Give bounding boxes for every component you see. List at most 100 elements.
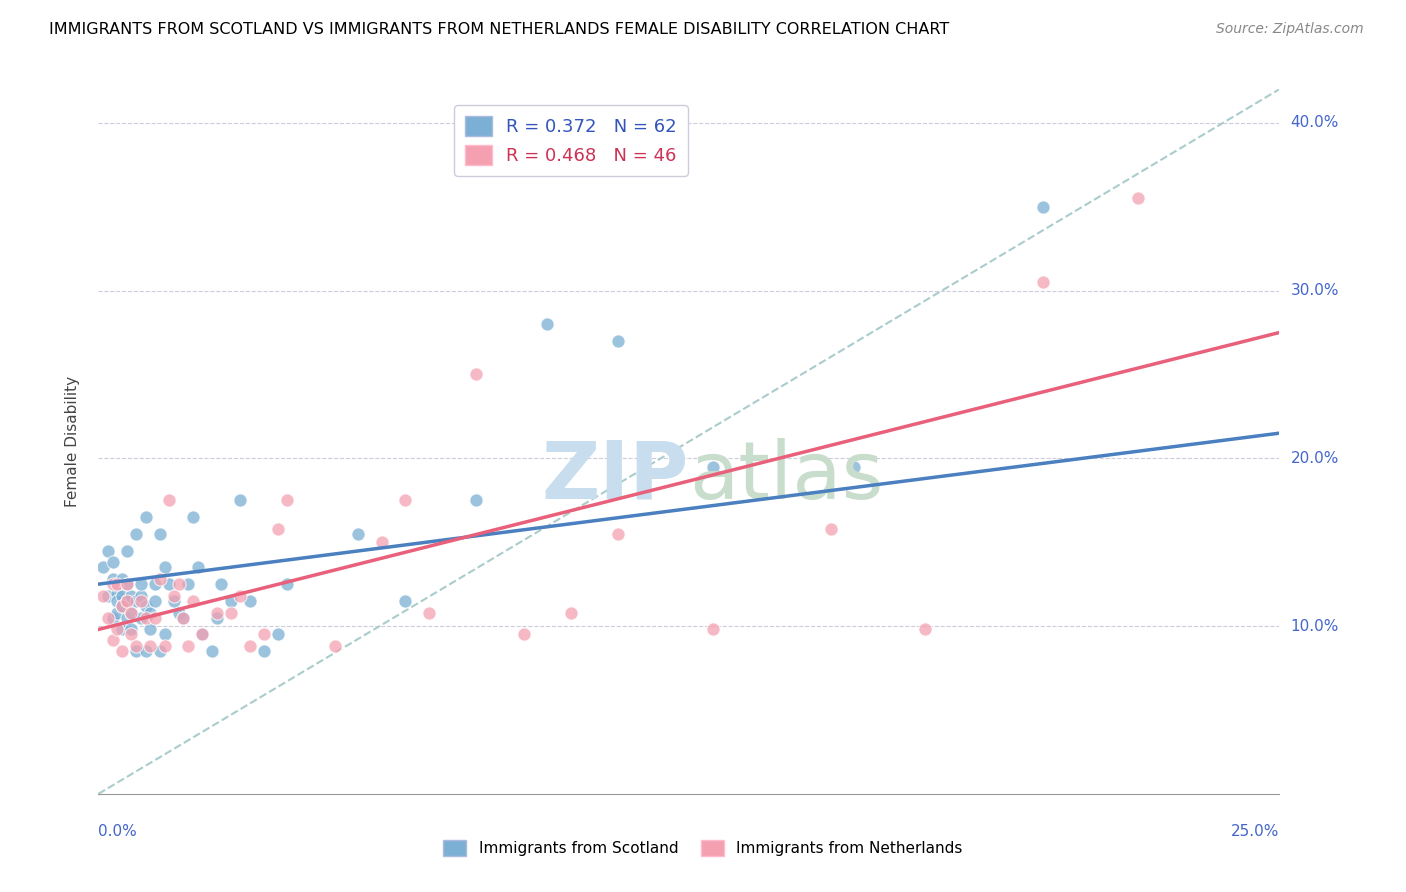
Point <box>1032 275 1054 289</box>
Text: 20.0%: 20.0% <box>1291 450 1339 466</box>
Point <box>105 585 128 599</box>
Point <box>187 560 209 574</box>
Point <box>844 459 866 474</box>
Point <box>205 606 228 620</box>
Point <box>115 594 138 608</box>
Text: IMMIGRANTS FROM SCOTLAND VS IMMIGRANTS FROM NETHERLANDS FEMALE DISABILITY CORREL: IMMIGRANTS FROM SCOTLAND VS IMMIGRANTS F… <box>49 22 949 37</box>
Point <box>820 522 842 536</box>
Point <box>105 577 128 591</box>
Point <box>149 644 172 658</box>
Point <box>149 572 172 586</box>
Point <box>121 606 143 620</box>
Point <box>111 644 134 658</box>
Point <box>135 611 157 625</box>
Point <box>239 594 262 608</box>
Text: 0.0%: 0.0% <box>98 824 138 839</box>
Point <box>177 639 200 653</box>
Point <box>97 543 120 558</box>
Point <box>125 526 148 541</box>
Point <box>101 632 124 647</box>
Point <box>153 560 176 574</box>
Point <box>323 639 346 653</box>
Y-axis label: Female Disability: Female Disability <box>65 376 80 508</box>
Point <box>111 599 134 613</box>
Point <box>607 526 630 541</box>
Point <box>101 611 124 625</box>
Point <box>172 611 194 625</box>
Point <box>135 599 157 613</box>
Point <box>129 589 152 603</box>
Point <box>121 589 143 603</box>
Point <box>219 606 242 620</box>
Point <box>536 317 558 331</box>
Point <box>143 594 166 608</box>
Point <box>111 599 134 613</box>
Point <box>149 526 172 541</box>
Point <box>394 594 416 608</box>
Point <box>115 594 138 608</box>
Point <box>101 577 124 591</box>
Point <box>101 572 124 586</box>
Point <box>101 555 124 569</box>
Point <box>125 644 148 658</box>
Point <box>121 623 143 637</box>
Text: 30.0%: 30.0% <box>1291 283 1339 298</box>
Point <box>276 493 298 508</box>
Point <box>201 644 224 658</box>
Point <box>607 334 630 348</box>
Text: 40.0%: 40.0% <box>1291 115 1339 130</box>
Point <box>205 611 228 625</box>
Point <box>157 493 180 508</box>
Text: atlas: atlas <box>689 438 883 516</box>
Point <box>129 594 152 608</box>
Point <box>1032 200 1054 214</box>
Point <box>229 493 252 508</box>
Point <box>139 606 162 620</box>
Point <box>181 594 204 608</box>
Point <box>129 611 152 625</box>
Point <box>105 594 128 608</box>
Point <box>172 611 194 625</box>
Point <box>163 594 186 608</box>
Point <box>512 627 534 641</box>
Point <box>115 577 138 591</box>
Point <box>125 594 148 608</box>
Point <box>143 611 166 625</box>
Point <box>105 606 128 620</box>
Point <box>91 560 114 574</box>
Point <box>167 577 190 591</box>
Point <box>167 606 190 620</box>
Point <box>143 577 166 591</box>
Text: 25.0%: 25.0% <box>1232 824 1279 839</box>
Point <box>139 623 162 637</box>
Point <box>418 606 440 620</box>
Point <box>115 611 138 625</box>
Point <box>702 623 724 637</box>
Point <box>465 368 488 382</box>
Point <box>347 526 370 541</box>
Point <box>1126 191 1149 205</box>
Point <box>153 639 176 653</box>
Point <box>115 543 138 558</box>
Point <box>229 589 252 603</box>
Point <box>163 589 186 603</box>
Point <box>253 644 276 658</box>
Point <box>153 627 176 641</box>
Point <box>465 493 488 508</box>
Point <box>253 627 276 641</box>
Point <box>181 510 204 524</box>
Point <box>191 627 214 641</box>
Point <box>914 623 936 637</box>
Point <box>115 577 138 591</box>
Text: Source: ZipAtlas.com: Source: ZipAtlas.com <box>1216 22 1364 37</box>
Point <box>267 522 290 536</box>
Point <box>219 594 242 608</box>
Point <box>129 577 152 591</box>
Point <box>135 644 157 658</box>
Point <box>239 639 262 653</box>
Point <box>91 589 114 603</box>
Legend: R = 0.372   N = 62, R = 0.468   N = 46: R = 0.372 N = 62, R = 0.468 N = 46 <box>454 105 688 176</box>
Point <box>139 639 162 653</box>
Point <box>371 535 394 549</box>
Point <box>97 589 120 603</box>
